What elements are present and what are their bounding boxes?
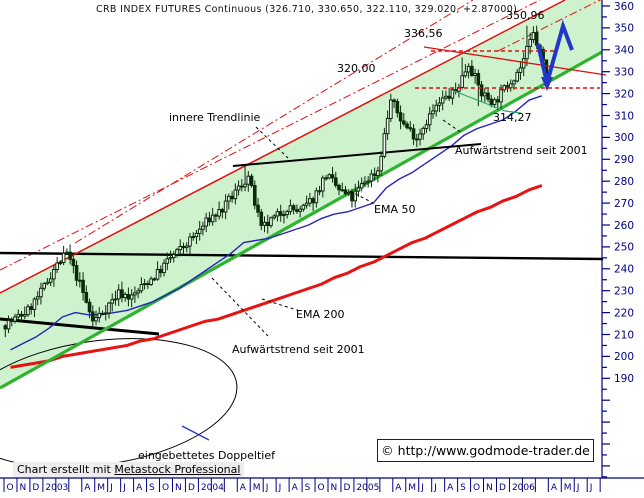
svg-text:270: 270 — [614, 198, 634, 210]
svg-text:O: O — [318, 483, 325, 493]
svg-text:A: A — [551, 483, 558, 493]
svg-text:210: 210 — [614, 329, 634, 341]
svg-text:A: A — [292, 483, 299, 493]
ema200-line — [10, 184, 543, 369]
svg-text:M: M — [253, 483, 261, 493]
svg-text:310: 310 — [614, 110, 634, 122]
svg-text:N: N — [19, 483, 26, 493]
red-dashdot-lines — [0, 0, 602, 271]
svg-text:340: 340 — [614, 45, 634, 57]
note-double-bottom: eingebettetes Doppeltief — [138, 449, 275, 462]
trend-channel-fill — [0, 0, 602, 388]
svg-text:M: M — [564, 483, 572, 493]
svg-text:A: A — [447, 483, 454, 493]
svg-text:D: D — [499, 483, 506, 493]
svg-text:2004: 2004 — [201, 483, 224, 493]
svg-text:2006: 2006 — [512, 483, 535, 493]
annotation-pointers — [181, 119, 463, 441]
channel-top-line — [0, 0, 566, 294]
price-label-sep-high: 336,56 — [404, 27, 443, 40]
svg-text:S: S — [460, 483, 466, 493]
svg-text:280: 280 — [614, 176, 634, 188]
url-text: © http://www.godmode-trader.de — [381, 443, 590, 458]
svg-text:M: M — [408, 483, 416, 493]
svg-text:N: N — [486, 483, 493, 493]
svg-text:J: J — [576, 483, 580, 493]
svg-text:260: 260 — [614, 220, 634, 232]
svg-text:2005: 2005 — [356, 483, 379, 493]
svg-text:A: A — [395, 483, 402, 493]
svg-text:J: J — [109, 483, 113, 493]
note-uptrend-right: Aufwärtstrend seit 2001 — [455, 144, 588, 157]
price-label-high: 350,96 — [506, 9, 545, 22]
metastock-link[interactable]: Metastock Professional — [114, 463, 241, 476]
note-uptrend-left: Aufwärtstrend seit 2001 — [232, 343, 365, 356]
note-inner-trendline: innere Trendlinie — [169, 111, 261, 124]
svg-text:A: A — [84, 483, 91, 493]
svg-text:D: D — [188, 483, 195, 493]
projection-arrow — [536, 19, 574, 91]
svg-text:O: O — [7, 483, 14, 493]
svg-text:S: S — [149, 483, 155, 493]
svg-text:D: D — [343, 483, 350, 493]
note-ema50: EMA 50 — [374, 203, 416, 216]
price-label-nov-low: 314,27 — [493, 111, 532, 124]
red-resistance-lines — [415, 46, 607, 89]
svg-text:D: D — [32, 483, 39, 493]
svg-text:190: 190 — [614, 373, 634, 385]
svg-text:J: J — [265, 483, 269, 493]
note-ema200: EMA 200 — [296, 308, 345, 321]
svg-text:N: N — [331, 483, 338, 493]
teal-pattern-lines — [448, 88, 522, 114]
uptrend-support-line — [0, 50, 603, 390]
svg-text:J: J — [433, 483, 437, 493]
svg-text:360: 360 — [614, 1, 634, 13]
svg-text:A: A — [136, 483, 143, 493]
svg-text:A: A — [240, 483, 247, 493]
svg-text:330: 330 — [614, 67, 634, 79]
svg-text:220: 220 — [614, 307, 634, 319]
svg-text:240: 240 — [614, 264, 634, 276]
svg-text:230: 230 — [614, 286, 634, 298]
price-label-support: 320,00 — [337, 62, 376, 75]
x-axis: O N D 2003 A M J J A S O N D 2004 A M J J A S O N D 2005 A M J J A S O… — [0, 477, 644, 493]
svg-text:J: J — [278, 483, 282, 493]
svg-text:250: 250 — [614, 242, 634, 254]
svg-text:200: 200 — [614, 351, 634, 363]
y-axis: 360 350 340 330 320 310 300 290 280 270 260 250 240 2… — [601, 0, 634, 478]
svg-text:320: 320 — [614, 88, 634, 100]
svg-text:M: M — [97, 483, 105, 493]
svg-text:O: O — [473, 483, 480, 493]
candlesticks — [3, 25, 549, 338]
svg-text:290: 290 — [614, 154, 634, 166]
svg-text:S: S — [305, 483, 311, 493]
svg-text:350: 350 — [614, 23, 634, 35]
url-box[interactable]: © http://www.godmode-trader.de — [377, 439, 594, 462]
svg-text:300: 300 — [614, 132, 634, 144]
svg-text:O: O — [162, 483, 169, 493]
chart-title: CRB INDEX FUTURES Continuous (326.710, 3… — [96, 4, 518, 15]
credit-text: Chart erstellt mit — [17, 463, 115, 476]
credit-line: Chart erstellt mit Metastock Professiona… — [13, 462, 245, 477]
svg-text:J: J — [122, 483, 126, 493]
inner-trendline — [232, 143, 482, 167]
svg-text:J: J — [589, 483, 593, 493]
svg-text:N: N — [175, 483, 182, 493]
svg-text:2003: 2003 — [45, 483, 68, 493]
black-trendlines — [0, 251, 604, 336]
svg-text:J: J — [420, 483, 424, 493]
